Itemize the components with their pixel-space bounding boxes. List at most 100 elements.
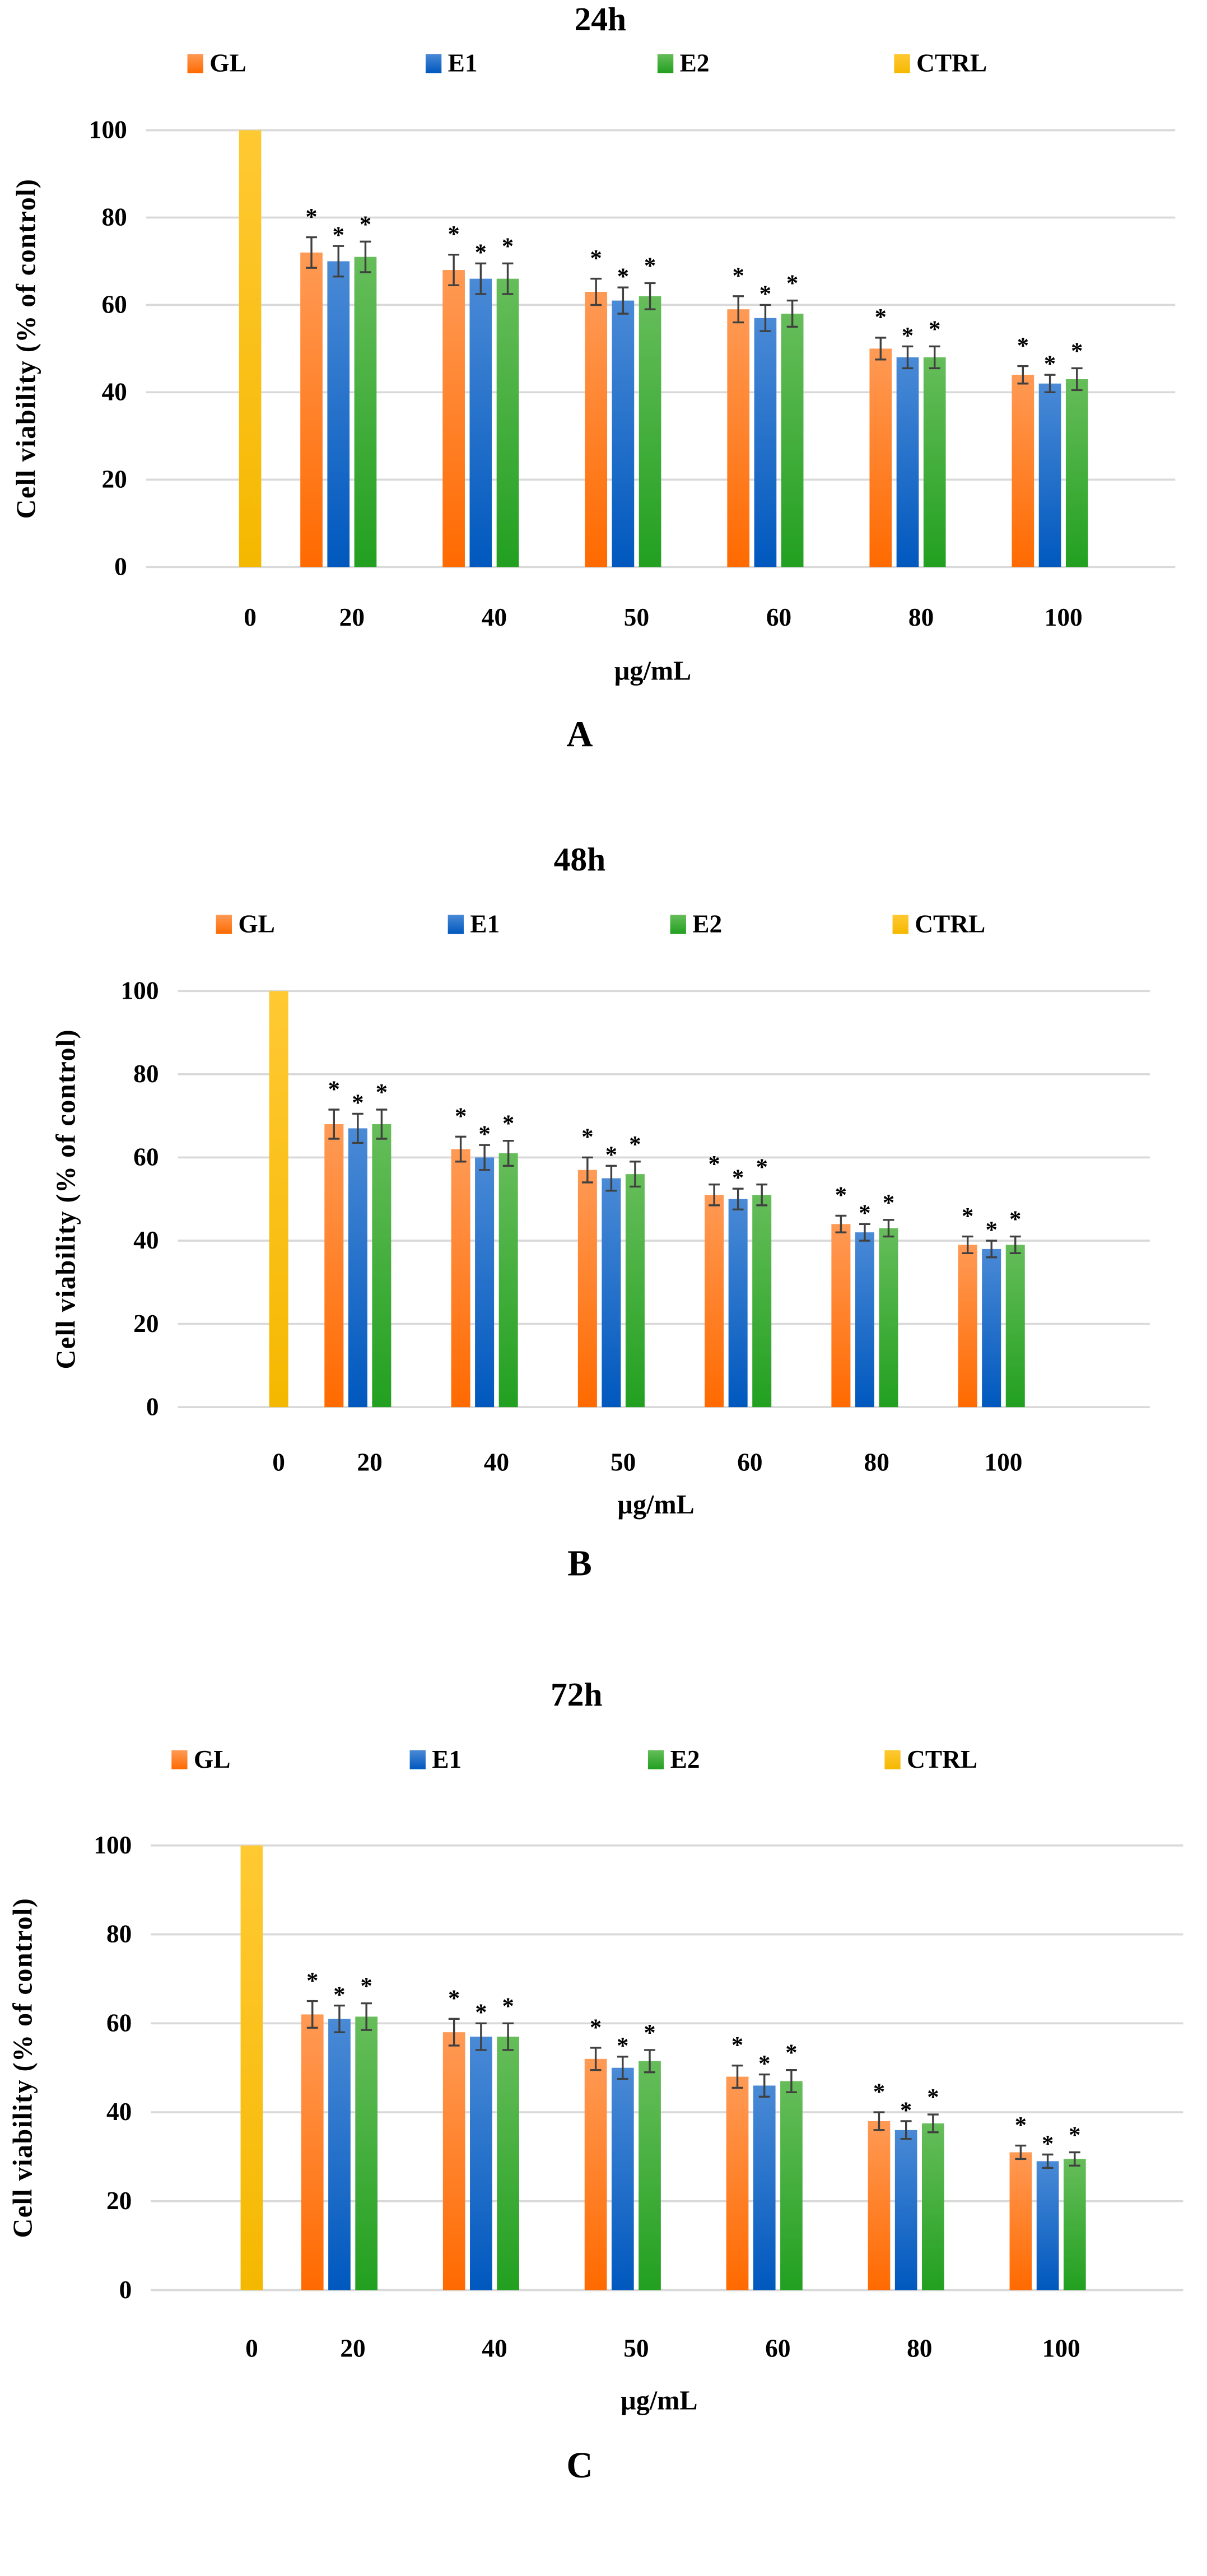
significance-marker: *: [617, 264, 629, 290]
bar-GL-40: [442, 2032, 465, 2290]
panel-letter: B: [567, 1544, 592, 1584]
bar-GL-80: [868, 2121, 891, 2290]
legend-swatch-E1: [409, 1750, 426, 1769]
legend-swatch-CTRL: [894, 54, 910, 73]
legend-swatch-E2: [647, 1750, 664, 1769]
x-tick-label: 40: [482, 603, 507, 631]
significance-marker: *: [962, 1203, 973, 1229]
significance-marker: *: [502, 1993, 514, 2019]
y-tick-label: 40: [133, 1226, 159, 1254]
x-tick-label: 0: [244, 603, 257, 631]
x-tick-label: 20: [357, 1448, 382, 1476]
significance-marker: *: [835, 1182, 847, 1209]
bar-GL-50: [585, 292, 608, 567]
significance-marker: *: [883, 1190, 894, 1216]
significance-marker: *: [900, 2097, 912, 2123]
legend-label-CTRL: CTRL: [915, 910, 985, 938]
y-axis-label: Cell viability (% of control): [11, 179, 41, 519]
bar-GL-50: [584, 2058, 607, 2290]
y-tick-label: 60: [106, 2009, 132, 2037]
significance-marker: *: [629, 1131, 641, 1158]
significance-marker: *: [475, 2000, 487, 2026]
legend-label-CTRL: CTRL: [916, 49, 987, 77]
significance-marker: *: [759, 281, 771, 308]
x-tick-label: 100: [1042, 2335, 1080, 2363]
y-tick-label: 100: [121, 976, 159, 1004]
significance-marker: *: [333, 222, 344, 248]
significance-marker: *: [581, 1124, 593, 1150]
bar-E2-40: [498, 1153, 518, 1408]
x-tick-label: 80: [864, 1448, 889, 1476]
significance-marker: *: [352, 1090, 364, 1116]
bar-E1-50: [612, 300, 635, 567]
significance-marker: *: [786, 271, 798, 297]
bar-CTRL-0: [239, 130, 262, 567]
bar-E2-100: [1063, 2159, 1086, 2290]
bar-E2-60: [780, 2081, 803, 2290]
bar-GL-50: [577, 1170, 597, 1408]
significance-marker: *: [644, 2020, 655, 2046]
bar-GL-20: [301, 2014, 324, 2290]
bar-E1-80: [896, 357, 919, 567]
legend-label-E2: E2: [680, 49, 710, 77]
bar-E2-80: [922, 2123, 944, 2290]
bar-E2-40: [497, 2037, 519, 2290]
chart-C: 72h GL E1 E2 CTRL 0 20 40 60 80 100 Cell viability …: [8, 1676, 1183, 2486]
bar-E2-20: [372, 1124, 392, 1408]
bar-GL-80: [869, 348, 892, 567]
bar-E2-80: [879, 1228, 898, 1408]
legend-label-CTRL: CTRL: [907, 1745, 977, 1773]
x-tick-label: 60: [766, 603, 791, 631]
significance-marker: *: [305, 204, 317, 230]
bar-E1-60: [728, 1199, 748, 1408]
significance-marker: *: [361, 1973, 372, 2000]
significance-marker: *: [986, 1217, 998, 1243]
bar-E1-20: [327, 261, 350, 567]
y-tick-label: 80: [133, 1060, 159, 1088]
y-tick-label: 100: [94, 1831, 132, 1859]
bar-E2-100: [1065, 379, 1088, 567]
significance-marker: *: [785, 2040, 797, 2066]
legend-label-GL: GL: [194, 1745, 231, 1773]
legend-label-GL: GL: [238, 910, 275, 938]
significance-marker: *: [1044, 351, 1056, 377]
bar-E1-100: [982, 1249, 1001, 1408]
y-tick-label: 100: [89, 116, 127, 144]
significance-marker: *: [709, 1151, 720, 1177]
y-tick-label: 0: [146, 1392, 159, 1420]
chart-title: 24h: [575, 1, 627, 38]
chart-A: 24h GL E1 E2 CTRL 0 20 40 60 80 100 Cell viability …: [11, 1, 1176, 755]
significance-marker: *: [448, 221, 459, 248]
bar-GL-60: [727, 309, 750, 567]
x-tick-label: 0: [245, 2335, 258, 2363]
y-tick-label: 40: [106, 2098, 132, 2126]
x-tick-label: 80: [907, 2335, 932, 2363]
significance-marker: *: [328, 1076, 340, 1102]
bar-E1-60: [753, 2085, 776, 2290]
y-tick-label: 20: [106, 2187, 132, 2215]
y-tick-label: 20: [133, 1310, 159, 1338]
bar-E1-50: [602, 1178, 621, 1408]
legend-label-E1: E1: [432, 1745, 462, 1773]
bar-GL-60: [726, 2076, 749, 2290]
legend-swatch-E1: [448, 915, 464, 934]
significance-marker: *: [644, 253, 656, 279]
significance-marker: *: [902, 323, 914, 349]
bar-E2-80: [923, 357, 946, 567]
significance-marker: *: [927, 2084, 939, 2111]
bar-E1-100: [1036, 2161, 1059, 2290]
legend-swatch-E2: [670, 915, 686, 934]
x-tick-label: 0: [272, 1448, 285, 1476]
y-tick-label: 40: [101, 378, 127, 406]
bar-E1-60: [754, 318, 777, 567]
legend-label-GL: GL: [209, 49, 246, 77]
significance-marker: *: [502, 233, 514, 259]
bar-GL-40: [451, 1149, 470, 1408]
significance-marker: *: [306, 1968, 318, 1994]
panel-letter: A: [566, 715, 593, 755]
bar-E1-40: [475, 1157, 495, 1408]
legend-label-E1: E1: [448, 49, 478, 77]
x-tick-label: 40: [484, 1448, 509, 1476]
significance-marker: *: [448, 1986, 460, 2012]
